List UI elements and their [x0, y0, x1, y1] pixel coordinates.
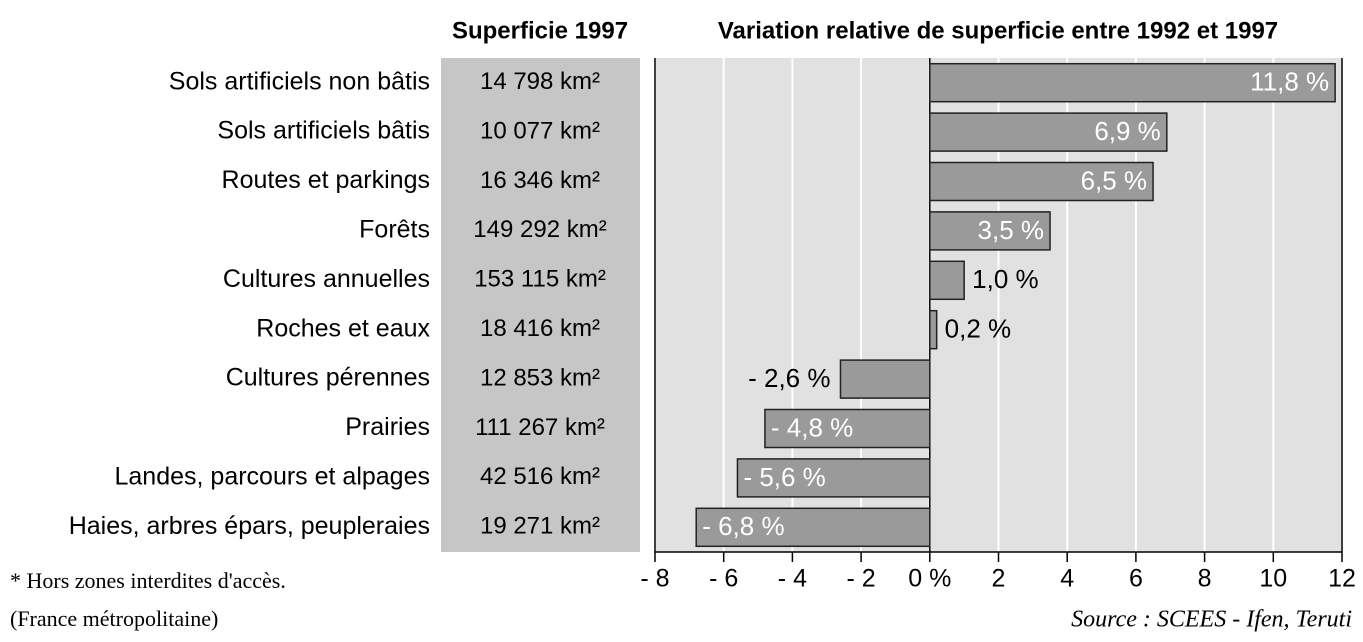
- value-label: 3,5 %: [978, 215, 1045, 245]
- category-label: Sols artificiels non bâtis: [169, 67, 430, 95]
- category-label: Roches et eaux: [256, 314, 430, 342]
- category-label: Landes, parcours et alpages: [115, 463, 431, 491]
- value-label: - 5,6 %: [743, 462, 825, 492]
- bar: [929, 112, 1168, 152]
- x-tick-label: 12: [1328, 565, 1356, 593]
- category-label: Haies, arbres épars, peupleraies: [69, 512, 430, 540]
- table-column-bg: [441, 58, 640, 552]
- bar: [929, 161, 1154, 202]
- x-tick-label: 8: [1198, 565, 1212, 593]
- category-label: Cultures pérennes: [226, 364, 430, 392]
- area-cell: 42 516 km²: [480, 463, 600, 490]
- area-cell: 12 853 km²: [480, 364, 600, 391]
- category-label: Routes et parkings: [222, 166, 430, 194]
- note: (France métropolitaine): [10, 606, 218, 631]
- bar: [929, 260, 965, 301]
- category-label: Forêts: [359, 216, 430, 244]
- footnote: * Hors zones interdites d'accès.: [10, 568, 286, 593]
- area-cell: 111 267 km²: [475, 414, 605, 441]
- area-cell: 14 798 km²: [480, 68, 600, 95]
- value-label: 6,9 %: [1094, 116, 1161, 146]
- category-label: Sols artificiels bâtis: [217, 117, 430, 145]
- x-tick-label: - 8: [640, 565, 669, 593]
- bar: [764, 408, 931, 449]
- bar: [839, 359, 931, 399]
- x-tick-label: 4: [1060, 565, 1074, 593]
- area-cell: 10 077 km²: [480, 117, 600, 144]
- value-label: - 2,6 %: [748, 363, 830, 393]
- x-tick-label: 0 %: [908, 565, 951, 593]
- value-label: - 4,8 %: [771, 412, 853, 442]
- area-cell: 153 115 km²: [474, 266, 606, 293]
- bar: [929, 211, 1051, 251]
- x-tick-label: 6: [1129, 565, 1143, 593]
- value-label: 11,8 %: [1250, 67, 1329, 97]
- column-header: Superficie 1997: [452, 17, 628, 44]
- value-label: 0,2 %: [945, 314, 1012, 344]
- x-tick-label: - 2: [847, 565, 876, 593]
- category-label: Prairies: [345, 413, 430, 441]
- x-tick-label: 2: [992, 565, 1006, 593]
- category-label: Cultures annuelles: [223, 265, 430, 293]
- bar: [929, 62, 1336, 103]
- bar: [695, 507, 931, 548]
- value-label: 6,5 %: [1081, 165, 1148, 195]
- area-cell: 149 292 km²: [473, 216, 606, 243]
- x-tick-label: - 4: [778, 565, 807, 593]
- chart-title: Variation relative de superficie entre 1…: [718, 17, 1278, 44]
- bar: [929, 309, 938, 350]
- area-cell: 18 416 km²: [480, 315, 600, 342]
- x-tick-label: 10: [1259, 565, 1287, 593]
- value-label: - 6,8 %: [702, 511, 784, 541]
- area-cell: 16 346 km²: [480, 167, 600, 194]
- bar: [736, 458, 931, 498]
- area-cell: 19 271 km²: [480, 513, 600, 540]
- x-tick-label: - 6: [709, 565, 738, 593]
- source: Source : SCEES - Ifen, Teruti: [1071, 607, 1352, 633]
- value-label: 1,0 %: [972, 264, 1039, 294]
